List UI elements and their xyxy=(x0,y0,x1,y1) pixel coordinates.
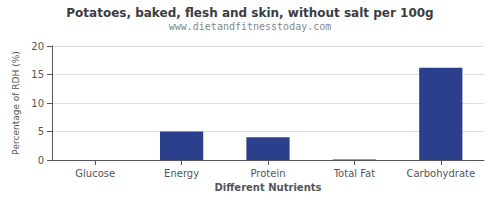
svg-text:20: 20 xyxy=(31,41,44,52)
svg-text:Carbohydrate: Carbohydrate xyxy=(406,168,475,179)
svg-text:www.dietandfitnesstoday.com: www.dietandfitnesstoday.com xyxy=(169,21,332,32)
svg-text:10: 10 xyxy=(31,98,44,109)
svg-text:0: 0 xyxy=(38,155,44,166)
svg-text:Total Fat: Total Fat xyxy=(333,168,375,179)
svg-text:Different Nutrients: Different Nutrients xyxy=(215,182,322,193)
svg-text:15: 15 xyxy=(31,69,44,80)
svg-text:Percentage of RDH (%): Percentage of RDH (%) xyxy=(11,51,21,154)
svg-text:Protein: Protein xyxy=(250,168,285,179)
svg-text:Potatoes, baked, flesh and ski: Potatoes, baked, flesh and skin, without… xyxy=(66,6,433,20)
svg-text:Energy: Energy xyxy=(164,168,199,179)
svg-text:5: 5 xyxy=(38,126,44,137)
svg-text:Glucose: Glucose xyxy=(75,168,115,179)
